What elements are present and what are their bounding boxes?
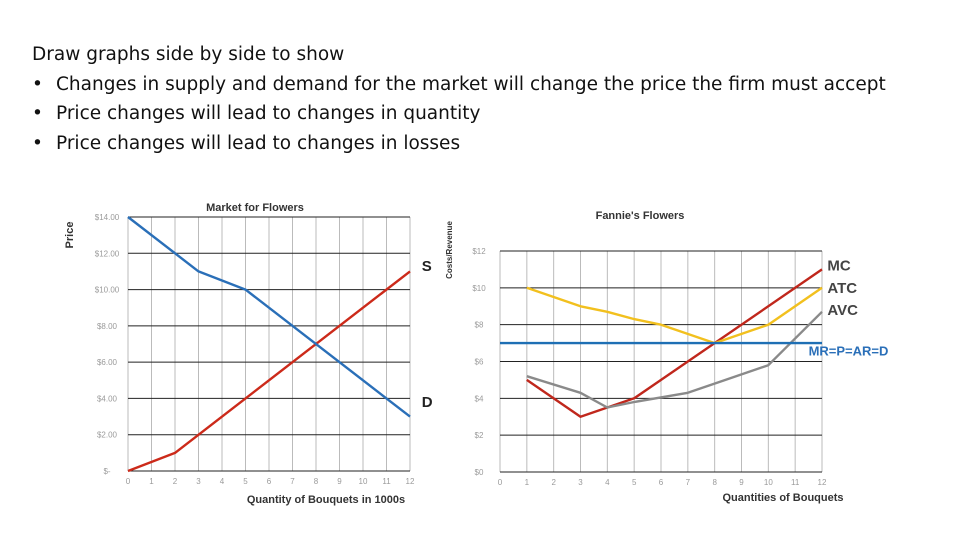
bullet-text: Price changes will lead to changes in qu… — [56, 103, 481, 124]
y-tick-label: $2.00 — [97, 431, 118, 440]
x-tick-label: 1 — [149, 477, 154, 486]
vertical-gridlines — [127, 217, 411, 471]
series-line-atc — [526, 286, 823, 345]
curve-label: ATC — [827, 280, 857, 297]
slide-text: Draw graphs side by side to show • Change… — [32, 40, 932, 158]
y-tick-label: $10 — [472, 284, 486, 293]
x-tick-label: 8 — [712, 478, 717, 487]
y-tick-label: $2 — [475, 431, 484, 440]
bullet-3: • Price changes will lead to changes in l… — [32, 129, 932, 159]
curve-label: S — [422, 258, 432, 275]
x-tick-label: 11 — [382, 477, 391, 486]
bullet-symbol: • — [32, 132, 43, 154]
x-tick-label: 4 — [605, 478, 610, 487]
y-tick-label: $8 — [475, 321, 484, 330]
x-tick-label: 6 — [267, 477, 272, 486]
y-tick-label: $- — [103, 467, 110, 476]
series-line-s — [127, 270, 411, 473]
x-tick-label: 9 — [337, 477, 342, 486]
chart-title: Market for Flowers — [206, 202, 304, 214]
x-tick-label: 3 — [578, 478, 583, 487]
x-axis-label: Quantities of Bouquets — [723, 492, 844, 504]
x-tick-label: 0 — [126, 477, 131, 486]
y-axis-label: Price — [64, 222, 76, 249]
x-tick-label: 0 — [498, 478, 503, 487]
x-tick-label: 7 — [686, 478, 691, 487]
x-tick-label: 5 — [243, 477, 248, 486]
x-tick-label: 2 — [551, 478, 556, 487]
x-tick-label: 12 — [818, 478, 827, 487]
x-tick-label: 11 — [791, 478, 800, 487]
chart-1: $- $2.00 $4.00 $6.00 $8.00 $10.00 $12.00 $14.00… — [64, 202, 433, 506]
y-tick-label: $0 — [475, 468, 484, 477]
y-axis-label: Costs/Revenue — [445, 221, 454, 279]
bullet-symbol: • — [32, 73, 43, 95]
bullet-1: • Changes in supply and demand for the ma… — [32, 70, 932, 100]
y-tick-label: $6 — [475, 358, 484, 367]
slide-intro: Draw graphs side by side to show — [32, 44, 345, 65]
y-tick-label: $14.00 — [95, 213, 120, 222]
bullet-text: Price changes will lead to changes in lo… — [56, 132, 461, 154]
x-tick-label: 10 — [359, 477, 368, 486]
horizontal-gridlines — [128, 216, 410, 472]
x-axis-label: Quantity of Bouquets in 1000s — [247, 494, 405, 506]
curve-label: MC — [827, 258, 850, 275]
y-tick-label: $4 — [475, 394, 484, 403]
x-tick-label: 7 — [290, 477, 295, 486]
x-tick-label: 6 — [659, 478, 664, 487]
chart-2: $0$2$4$6$8$10$120 1 2 3 4 5 6 7 8 9 10 11 12Fannie's… — [445, 210, 888, 504]
x-tick-label: 1 — [525, 478, 530, 487]
bullet-2: • Price changes will lead to changes in q… — [32, 99, 932, 129]
chart-title: Fannie's Flowers — [596, 210, 685, 222]
y-tick-label: $10.00 — [95, 286, 120, 295]
y-tick-label: $4.00 — [97, 394, 118, 403]
curve-label: AVC — [827, 302, 858, 319]
x-tick-label: 4 — [220, 477, 225, 486]
bullet-symbol: • — [32, 103, 43, 124]
x-tick-label: 12 — [406, 477, 415, 486]
y-tick-label: $12 — [472, 247, 486, 256]
x-tick-label: 5 — [632, 478, 637, 487]
x-tick-label: 9 — [739, 478, 744, 487]
curve-label: MR=P=AR=D — [809, 343, 889, 358]
bullet-text: Changes in supply and demand for the mar… — [56, 73, 886, 95]
y-tick-label: $8.00 — [97, 322, 118, 331]
y-tick-label: $12.00 — [95, 249, 120, 258]
x-tick-label: 2 — [173, 477, 178, 486]
x-tick-label: 10 — [764, 478, 773, 487]
x-tick-label: 3 — [196, 477, 201, 486]
curve-label: D — [422, 394, 433, 411]
x-tick-label: 8 — [314, 477, 319, 486]
series-line-d — [127, 216, 411, 418]
y-tick-label: $6.00 — [97, 358, 118, 367]
series-line-avc — [526, 310, 823, 409]
